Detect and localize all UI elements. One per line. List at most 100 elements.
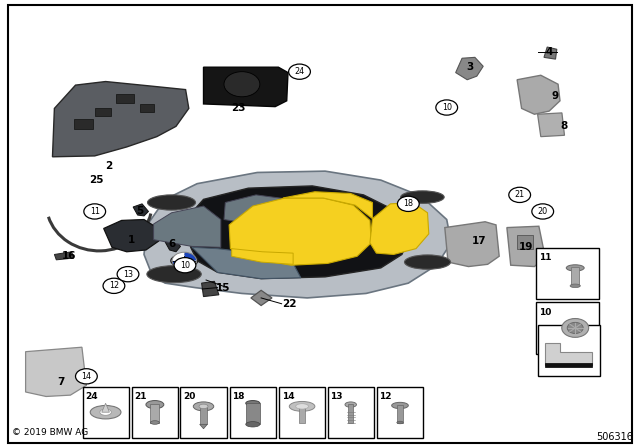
Polygon shape xyxy=(370,202,429,254)
Text: 3: 3 xyxy=(467,62,474,72)
Ellipse shape xyxy=(562,319,589,337)
Ellipse shape xyxy=(100,409,111,415)
Text: 2: 2 xyxy=(105,161,113,171)
Polygon shape xyxy=(229,198,371,265)
Text: 1: 1 xyxy=(127,235,135,245)
Text: 5: 5 xyxy=(136,206,143,215)
Bar xyxy=(397,405,403,422)
Ellipse shape xyxy=(199,404,208,409)
Text: 20: 20 xyxy=(183,392,195,401)
Text: 22: 22 xyxy=(282,299,296,309)
Text: 11: 11 xyxy=(540,253,552,262)
Bar xyxy=(95,108,111,116)
Text: 11: 11 xyxy=(90,207,100,216)
Ellipse shape xyxy=(148,195,196,210)
Wedge shape xyxy=(172,252,184,261)
Ellipse shape xyxy=(246,401,260,406)
Text: 21: 21 xyxy=(134,392,147,401)
Ellipse shape xyxy=(397,421,403,424)
Text: 23: 23 xyxy=(231,103,245,113)
Polygon shape xyxy=(202,281,219,297)
Text: 9: 9 xyxy=(552,91,559,101)
Circle shape xyxy=(84,204,106,219)
Text: 8: 8 xyxy=(561,121,568,131)
Polygon shape xyxy=(26,347,86,396)
Text: 506316: 506316 xyxy=(596,432,633,442)
Text: 4: 4 xyxy=(545,47,553,56)
Polygon shape xyxy=(133,204,148,216)
Wedge shape xyxy=(184,252,196,261)
Circle shape xyxy=(76,369,97,384)
Bar xyxy=(377,387,423,438)
Ellipse shape xyxy=(171,254,198,267)
Bar xyxy=(140,104,154,112)
Ellipse shape xyxy=(147,266,202,283)
Circle shape xyxy=(224,72,260,97)
Text: 20: 20 xyxy=(538,207,548,216)
Polygon shape xyxy=(165,238,180,252)
Polygon shape xyxy=(54,252,74,260)
Ellipse shape xyxy=(296,404,308,409)
Bar xyxy=(328,387,374,438)
Text: 18: 18 xyxy=(403,199,413,208)
Bar xyxy=(348,404,353,423)
Text: 19: 19 xyxy=(519,242,533,252)
Circle shape xyxy=(117,267,139,282)
Polygon shape xyxy=(445,222,499,267)
Polygon shape xyxy=(538,113,564,137)
Wedge shape xyxy=(172,261,184,269)
Bar xyxy=(536,302,599,354)
Bar xyxy=(116,94,134,103)
Polygon shape xyxy=(456,57,483,80)
Polygon shape xyxy=(517,75,560,114)
Text: 12: 12 xyxy=(109,281,119,290)
Bar xyxy=(180,387,227,438)
Text: 17: 17 xyxy=(472,236,486,246)
Polygon shape xyxy=(224,195,314,226)
Bar xyxy=(230,387,276,438)
Ellipse shape xyxy=(401,191,444,203)
Bar xyxy=(538,325,600,376)
Bar xyxy=(299,405,305,422)
Ellipse shape xyxy=(570,284,580,288)
Ellipse shape xyxy=(345,402,356,407)
Text: 10: 10 xyxy=(442,103,452,112)
Text: 6: 6 xyxy=(168,239,175,249)
Bar xyxy=(517,235,533,249)
Text: 7: 7 xyxy=(57,377,65,387)
Ellipse shape xyxy=(146,401,164,409)
Polygon shape xyxy=(52,82,189,157)
Ellipse shape xyxy=(150,421,159,424)
Text: © 2019 BMW AG: © 2019 BMW AG xyxy=(12,428,88,437)
Text: 25: 25 xyxy=(89,175,103,185)
Polygon shape xyxy=(545,343,592,365)
Text: 18: 18 xyxy=(232,392,245,401)
Text: 14: 14 xyxy=(81,372,92,381)
Ellipse shape xyxy=(567,323,583,333)
Text: 13: 13 xyxy=(123,270,133,279)
Ellipse shape xyxy=(392,402,408,409)
Bar xyxy=(74,119,93,129)
Circle shape xyxy=(174,258,196,273)
Text: 21: 21 xyxy=(515,190,525,199)
Text: 14: 14 xyxy=(282,392,294,401)
Ellipse shape xyxy=(566,265,584,271)
Circle shape xyxy=(509,187,531,202)
Text: 15: 15 xyxy=(216,283,230,293)
Bar xyxy=(83,387,129,438)
Circle shape xyxy=(532,204,554,219)
Ellipse shape xyxy=(404,255,451,269)
Bar xyxy=(132,387,178,438)
Polygon shape xyxy=(507,226,545,267)
Text: 10: 10 xyxy=(540,307,552,317)
Bar xyxy=(200,405,207,424)
Polygon shape xyxy=(186,186,411,279)
Text: 24: 24 xyxy=(294,67,305,76)
Text: 12: 12 xyxy=(380,392,392,401)
Polygon shape xyxy=(192,247,301,279)
Ellipse shape xyxy=(193,402,214,411)
Polygon shape xyxy=(200,424,207,429)
Bar xyxy=(279,387,325,438)
Polygon shape xyxy=(283,192,372,219)
Polygon shape xyxy=(102,403,109,412)
